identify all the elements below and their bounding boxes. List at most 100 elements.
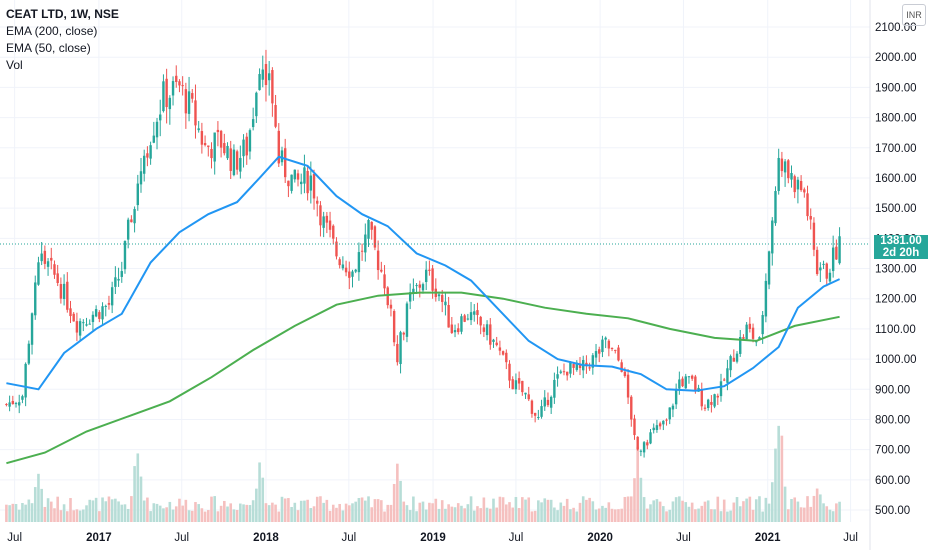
candle-body — [5, 404, 8, 406]
candle-body — [793, 176, 796, 193]
candle-body — [431, 268, 434, 291]
volume-bar — [49, 501, 53, 522]
candle-body — [466, 318, 470, 320]
volume-bar — [62, 504, 66, 522]
candle-body — [463, 315, 466, 322]
candle-body — [306, 170, 309, 194]
volume-bar — [543, 498, 547, 522]
candle-body — [761, 315, 764, 335]
volume-bar — [786, 509, 790, 522]
volume-bar — [146, 497, 149, 522]
volume-bar — [783, 486, 787, 522]
currency-badge[interactable]: INR — [902, 4, 926, 26]
volume-bar — [264, 503, 268, 522]
volume-bar — [251, 500, 255, 522]
candle-body — [21, 396, 24, 400]
candle-body — [514, 380, 518, 390]
legend-vol[interactable]: Vol — [6, 58, 23, 72]
candle-body — [473, 311, 476, 315]
volume-bar — [335, 507, 338, 522]
candle-body — [107, 303, 111, 305]
volume-bar — [482, 497, 486, 522]
volume-bar — [610, 508, 614, 522]
candle-body — [540, 406, 543, 417]
candle-body — [764, 280, 768, 317]
volume-bar — [617, 509, 620, 522]
candle-body — [245, 136, 248, 156]
y-tick-label: 2000.00 — [875, 52, 917, 64]
candle-body — [617, 347, 620, 361]
volume-bar — [347, 505, 351, 522]
candle-body — [143, 155, 146, 174]
legend-title[interactable]: CEAT LTD, 1W, NSE — [6, 7, 119, 21]
volume-bar — [780, 435, 784, 522]
candle-body — [344, 267, 348, 273]
candle-body — [348, 271, 351, 278]
candle-body — [14, 403, 18, 405]
candle-body — [155, 121, 159, 138]
volume-bar — [629, 496, 633, 522]
volume-bar — [110, 499, 114, 522]
candle-body — [59, 284, 63, 299]
candle-body — [517, 378, 521, 384]
candle-body — [396, 343, 399, 363]
volume-bar — [383, 511, 386, 522]
volume-bar — [716, 496, 720, 522]
candle-body — [678, 379, 681, 389]
volume-bar — [597, 508, 601, 522]
volume-bar — [152, 503, 156, 522]
candle-body — [386, 287, 389, 306]
x-tick-label: 2021 — [755, 532, 781, 544]
candle-body — [751, 327, 755, 339]
volume-bar — [578, 502, 582, 522]
legend: CEAT LTD, 1W, NSE EMA (200, close) EMA (… — [6, 6, 119, 74]
candle-body — [357, 252, 361, 273]
x-tick-label: Jul — [7, 532, 22, 544]
candle-body — [588, 367, 591, 369]
candle-body — [136, 183, 139, 206]
volume-bar — [453, 507, 457, 522]
candle-body — [341, 264, 345, 269]
candle-body — [633, 418, 636, 436]
volume-bar — [78, 510, 82, 522]
volume-bar — [601, 505, 604, 522]
candle-body — [662, 420, 665, 425]
volume-bar — [5, 504, 8, 522]
y-tick-label: 1000.00 — [875, 354, 917, 366]
candle-body — [50, 257, 53, 261]
candle-body — [758, 337, 761, 340]
candle-body — [815, 249, 819, 275]
volume-bar — [767, 503, 771, 522]
volume-bar — [232, 509, 236, 522]
candle-body — [796, 179, 800, 190]
volume-bar — [373, 499, 377, 522]
volume-bar — [213, 496, 216, 522]
candle-body — [546, 399, 550, 406]
volume-bar — [293, 502, 297, 522]
volume-bar — [258, 462, 261, 522]
candle-body — [274, 105, 277, 127]
volume-bar — [742, 501, 745, 522]
candle-body — [601, 339, 604, 353]
volume-bar — [187, 510, 191, 522]
candle-body — [267, 73, 271, 81]
volume-bar — [59, 510, 63, 522]
legend-ema200[interactable]: EMA (200, close) — [6, 24, 98, 38]
volume-bar — [674, 497, 678, 522]
candle-body — [303, 167, 306, 184]
volume-bar — [37, 473, 40, 522]
volume-bar — [114, 498, 117, 522]
volume-bar — [360, 497, 364, 522]
volume-bar — [469, 496, 473, 522]
candle-body — [543, 397, 546, 407]
volume-bar — [14, 503, 18, 522]
candle-body — [98, 312, 101, 319]
candle-body — [277, 130, 280, 164]
volume-bar — [613, 509, 617, 522]
legend-ema50[interactable]: EMA (50, close) — [6, 41, 91, 55]
candle-body — [264, 64, 268, 86]
candle-body — [335, 241, 338, 257]
volume-bar — [623, 496, 627, 522]
candle-body — [219, 130, 223, 148]
